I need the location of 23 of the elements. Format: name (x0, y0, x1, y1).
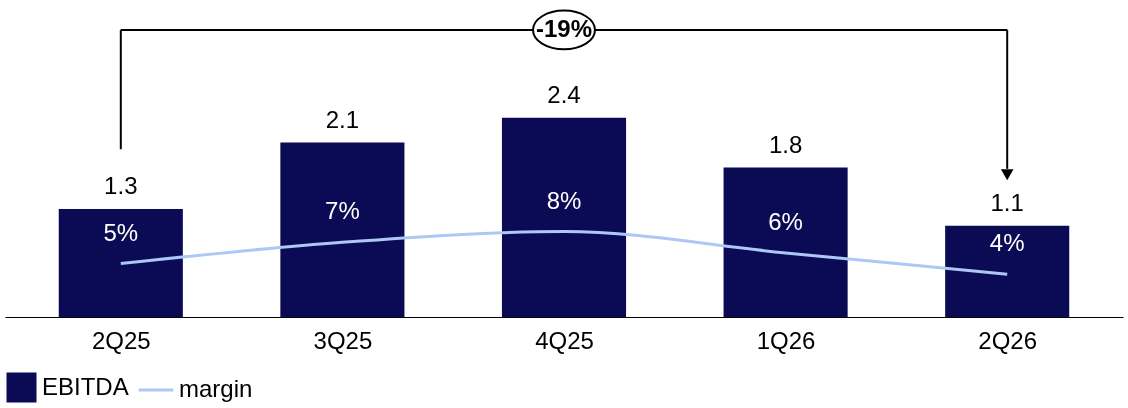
data-label: 2.4 (547, 80, 581, 108)
text: -19% (535, 14, 593, 42)
x-tick-label: 3Q25 (313, 326, 373, 354)
bar (501, 117, 627, 317)
data-label: 4% (989, 229, 1025, 257)
bar (280, 142, 405, 317)
x-tick-label: 2Q26 (978, 326, 1038, 354)
x-tick-label: 2Q25 (91, 326, 151, 354)
x-tick-label: 4Q25 (535, 326, 594, 354)
data-label: 1.3 (104, 172, 138, 200)
bar (58, 209, 183, 317)
legend-label: EBITDA (42, 372, 129, 400)
bar (945, 225, 1070, 317)
data-label: 2.1 (325, 105, 360, 133)
data-label: 1.8 (768, 130, 803, 158)
data-label: 7% (325, 197, 360, 225)
data-label: 5% (103, 218, 139, 246)
data-label: 8% (546, 186, 582, 214)
data-label: 6% (768, 207, 803, 235)
legend-label: margin (179, 375, 253, 402)
data-label: 1.1 (990, 188, 1024, 216)
x-tick-label: 1Q26 (756, 326, 816, 354)
bar (723, 167, 848, 317)
